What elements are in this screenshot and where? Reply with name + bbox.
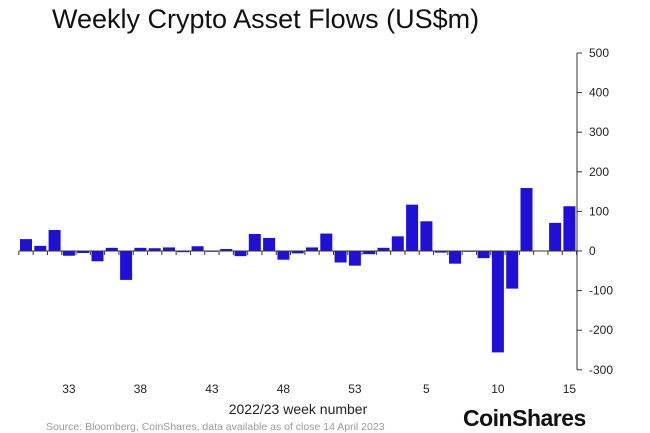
x-tick-label: 33 xyxy=(62,382,76,396)
bar-week-14 xyxy=(549,222,562,251)
x-tick-label: 38 xyxy=(134,382,148,396)
bar-week-51 xyxy=(320,233,333,251)
bar-week-4 xyxy=(406,204,419,251)
bar-week-5 xyxy=(420,221,433,251)
bar-week-41 xyxy=(177,251,190,253)
bar-week-11 xyxy=(506,251,519,289)
y-tick-label: 100 xyxy=(589,204,609,218)
bar-week-45 xyxy=(234,251,247,257)
bar-week-31 xyxy=(34,245,47,251)
bar-week-12 xyxy=(520,188,533,251)
bar-week-15 xyxy=(563,206,576,251)
bar-week-35 xyxy=(91,251,104,262)
x-axis-label: 2022/23 week number xyxy=(228,401,368,417)
y-tick-label: 0 xyxy=(589,244,596,258)
y-tick-label: 200 xyxy=(589,165,609,179)
bar-week-37 xyxy=(120,251,133,280)
bar-week-10 xyxy=(491,251,504,353)
bar-week-36 xyxy=(105,247,118,251)
y-tick-label: 300 xyxy=(589,125,609,139)
x-tick-label: 10 xyxy=(491,382,505,396)
bar-week-42 xyxy=(191,246,204,251)
bar-week-6 xyxy=(434,251,447,253)
bar-week-2 xyxy=(377,247,390,251)
y-tick-label: -300 xyxy=(589,363,613,377)
bar-week-48 xyxy=(277,251,290,260)
x-tick-label: 48 xyxy=(277,382,291,396)
bar-week-32 xyxy=(48,230,61,251)
x-tick-label: 53 xyxy=(348,382,362,396)
bar-week-34 xyxy=(77,251,90,253)
bar-week-53 xyxy=(348,251,361,266)
bar-week-38 xyxy=(134,247,147,251)
bar-week-50 xyxy=(306,247,318,251)
bar-week-52 xyxy=(334,251,347,263)
bar-week-3 xyxy=(391,236,404,251)
x-tick-label: 15 xyxy=(563,382,577,396)
x-tick-label: 43 xyxy=(205,382,219,396)
bar-week-9 xyxy=(477,251,490,259)
bar-week-30 xyxy=(20,239,32,251)
x-tick-label: 5 xyxy=(423,382,430,396)
bar-week-47 xyxy=(263,237,276,251)
bar-week-1 xyxy=(363,251,376,255)
bar-week-33 xyxy=(62,251,75,256)
source-note: Source: Bloomberg, CoinShares, data avai… xyxy=(46,421,385,433)
y-tick-label: -100 xyxy=(589,284,613,298)
coinshares-logo: CoinShares xyxy=(463,405,586,431)
chart-title: Weekly Crypto Asset Flows (US$m) xyxy=(52,4,480,34)
bar-week-49 xyxy=(291,251,304,254)
y-tick-label: -200 xyxy=(589,323,613,337)
y-tick-label: 500 xyxy=(589,46,609,60)
bar-week-7 xyxy=(449,251,461,264)
y-tick-label: 400 xyxy=(589,86,609,100)
bar-week-39 xyxy=(148,248,161,251)
bar-week-46 xyxy=(248,233,261,251)
bar-week-44 xyxy=(220,249,233,251)
bar-week-40 xyxy=(163,247,175,251)
